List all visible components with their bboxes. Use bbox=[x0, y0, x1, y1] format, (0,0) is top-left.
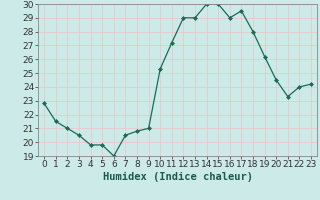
X-axis label: Humidex (Indice chaleur): Humidex (Indice chaleur) bbox=[103, 172, 252, 182]
